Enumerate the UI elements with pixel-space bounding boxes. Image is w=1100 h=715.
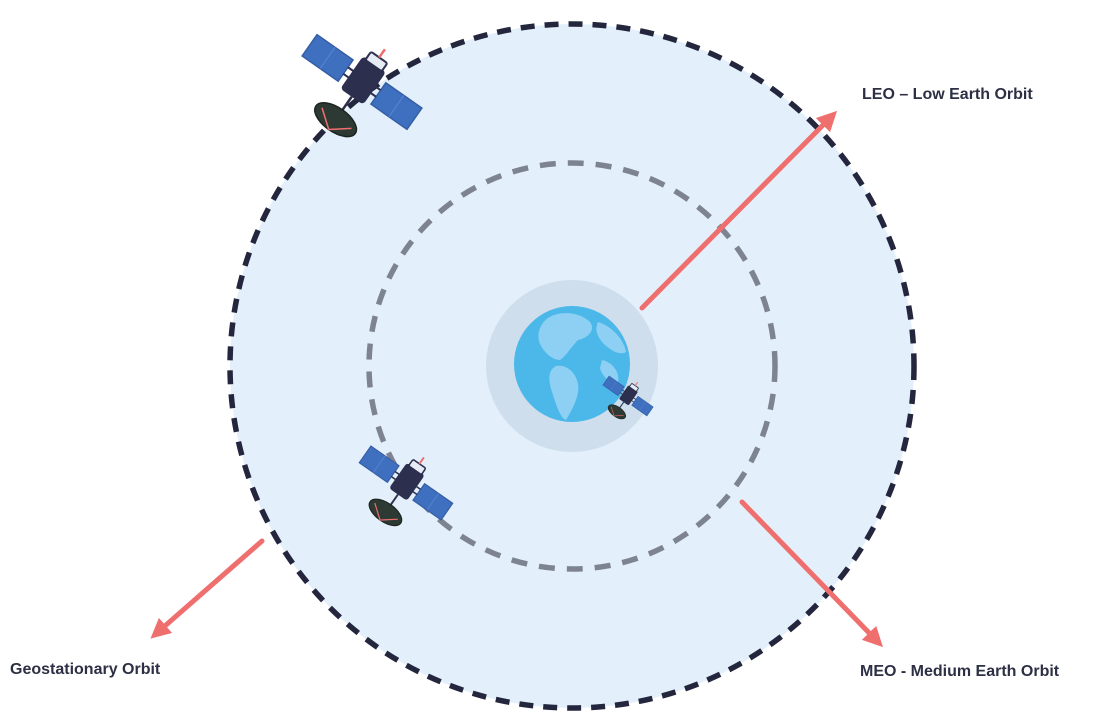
geo-arrow-icon — [150, 538, 265, 639]
meo-orbit-ring — [366, 160, 778, 572]
geostationary-label: Geostationary Orbit — [10, 661, 161, 678]
leo-label: LEO – Low Earth Orbit — [862, 86, 1033, 103]
earth-icon — [514, 306, 630, 422]
meo-label: MEO - Medium Earth Orbit — [860, 663, 1060, 680]
leo-arrow-icon — [639, 110, 838, 311]
meo-arrow-icon — [739, 499, 883, 648]
